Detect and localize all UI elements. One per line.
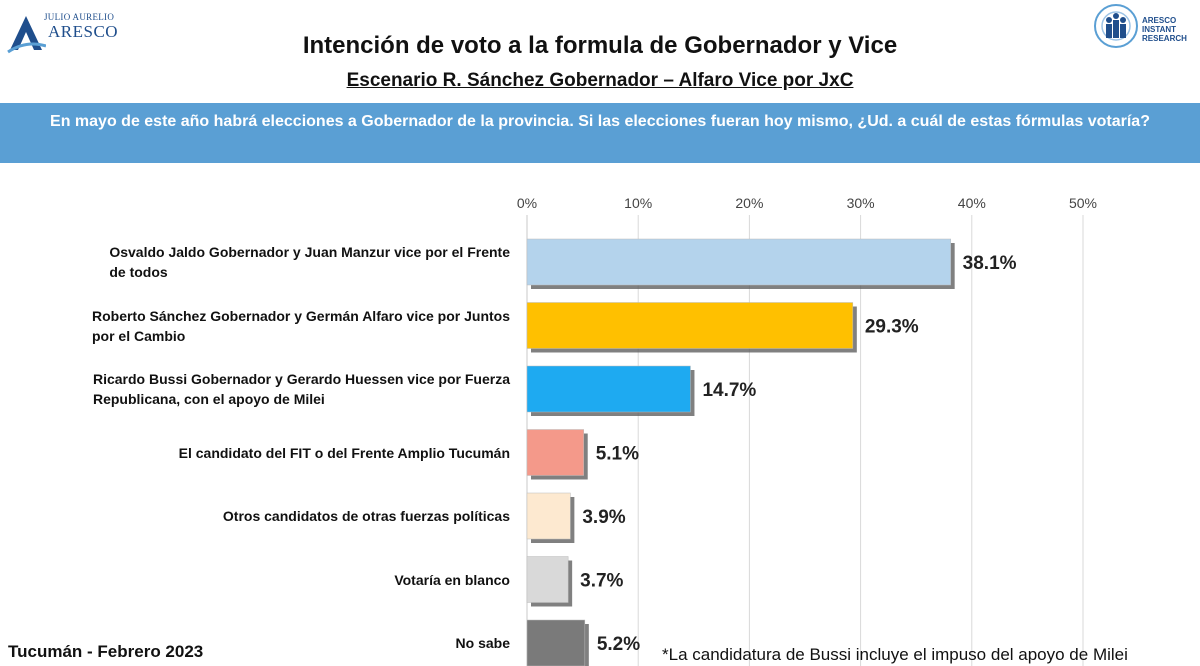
category-label: El candidato del FIT o del Frente Amplio…: [40, 443, 510, 463]
research-globe-icon: [1094, 4, 1138, 48]
category-label: Ricardo Bussi Gobernador y Gerardo Huess…: [93, 369, 510, 409]
category-label-line: No sabe: [455, 635, 510, 651]
logo-left-top-text: JULIO AURELIO: [44, 12, 115, 22]
x-tick-label: 10%: [624, 195, 652, 211]
logo-right-line-3: RESEARCH: [1142, 34, 1187, 43]
logo-right-line-1: ARESCO: [1142, 16, 1177, 25]
question-banner: En mayo de este año habrá elecciones a G…: [0, 103, 1200, 163]
category-label-line: Osvaldo Jaldo Gobernador y Juan Manzur v…: [109, 244, 510, 260]
data-label: 38.1%: [963, 253, 1017, 274]
bar-3: [526, 429, 584, 476]
bar-6: [526, 619, 586, 666]
category-label-line: Roberto Sánchez Gobernador y Germán Alfa…: [91, 307, 510, 324]
footer-location-date: Tucumán - Febrero 2023: [8, 642, 204, 661]
category-label-line: Votaría en blanco: [394, 571, 510, 588]
aresco-instant-research-logo: ARESCO INSTANT RESEARCH: [1092, 2, 1196, 52]
category-label: Otros candidatos de otras fuerzas políti…: [40, 506, 510, 526]
category-label-line: de todos: [109, 264, 168, 280]
bar-4: [526, 492, 571, 540]
category-label: Votaría en blanco: [40, 570, 510, 590]
footer-note: *La candidatura de Bussi incluye el impu…: [662, 645, 1128, 664]
page-title: Intención de voto a la formula de Gobern…: [302, 32, 898, 59]
logo-left-main-text: ARESCO: [48, 22, 119, 41]
category-label-line: por el Cambio: [91, 327, 186, 344]
data-label: 3.7%: [580, 571, 623, 592]
aresco-logo: JULIO AURELIO ARESCO: [6, 6, 126, 56]
bar-0: [526, 238, 951, 286]
bar-1: [526, 302, 854, 349]
category-label-line: Otros candidatos de otras fuerzas políti…: [222, 508, 510, 524]
data-label: 14.7%: [702, 380, 756, 401]
category-label-line: Ricardo Bussi Gobernador y Gerardo Huess…: [92, 371, 510, 387]
data-label: 5.1%: [596, 444, 639, 465]
data-label: 29.3%: [865, 317, 919, 338]
logo-right-line-2: INSTANT: [1142, 25, 1177, 34]
subtitle-text: Escenario R. Sánchez Gobernador – Alfaro…: [346, 70, 854, 91]
data-label: 3.9%: [582, 507, 625, 528]
x-tick-label: 40%: [958, 195, 986, 211]
bar-2: [526, 365, 691, 413]
aresco-logo-icon: [7, 16, 46, 54]
page-subtitle: Escenario R. Sánchez Gobernador – Alfaro…: [0, 70, 1200, 92]
category-label: Osvaldo Jaldo Gobernador y Juan Manzur v…: [109, 242, 510, 282]
x-tick-label: 20%: [735, 195, 763, 211]
x-tick-label: 50%: [1069, 195, 1097, 211]
bar-5: [526, 556, 569, 603]
bar-chart: 0% 10% 20% 30% 40% 50% 38.1% 29.3% 14.7% 5.1% 3.9%…: [517, 195, 1097, 666]
category-label: Roberto Sánchez Gobernador y Germán Alfa…: [92, 306, 510, 346]
data-label: 5.2%: [597, 634, 640, 655]
question-text: En mayo de este año habrá elecciones a G…: [50, 113, 1150, 130]
x-tick-label: 30%: [847, 195, 875, 211]
category-label-line: Republicana, con el apoyo de Milei: [92, 391, 325, 407]
x-tick-label: 0%: [517, 195, 537, 211]
category-label-line: El candidato del FIT o del Frente Amplio…: [178, 444, 510, 461]
category-label: No sabe: [40, 633, 510, 653]
